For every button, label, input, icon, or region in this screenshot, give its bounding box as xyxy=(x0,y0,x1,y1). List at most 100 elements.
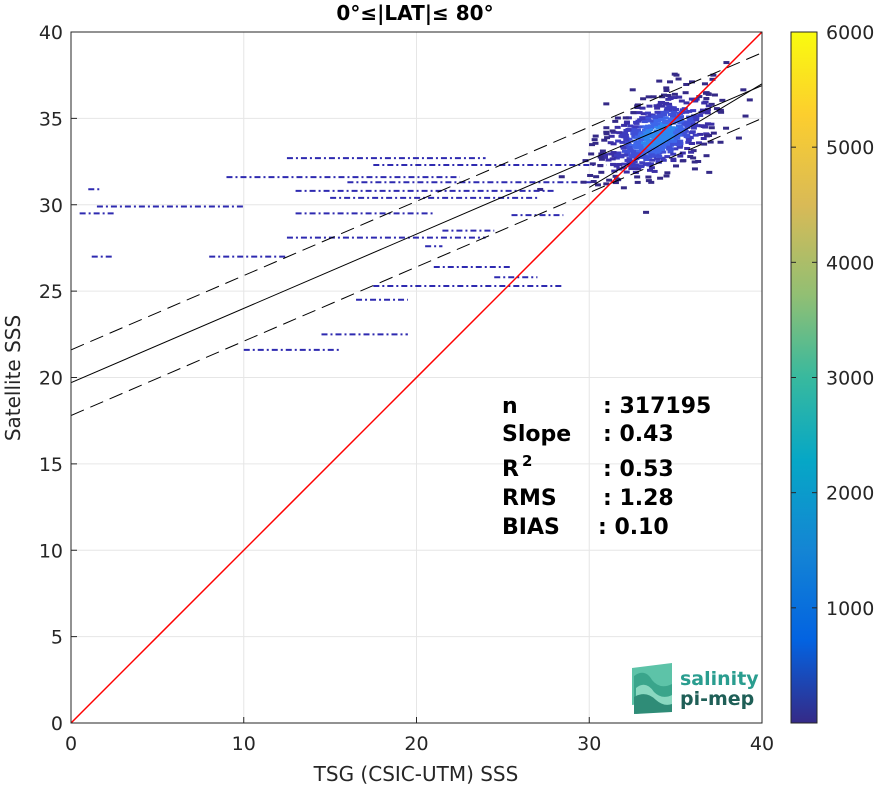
density-bin xyxy=(663,89,670,93)
y-tick-label: 30 xyxy=(39,195,63,217)
density-bin xyxy=(611,169,618,173)
density-bin xyxy=(656,112,663,116)
density-bin xyxy=(711,93,718,97)
density-bin xyxy=(678,128,685,132)
density-bin xyxy=(668,133,675,137)
density-bin xyxy=(582,159,589,163)
density-bin xyxy=(630,111,637,115)
density-bin xyxy=(676,133,683,137)
density-bin xyxy=(647,126,654,130)
density-bin xyxy=(608,152,615,156)
density-bin xyxy=(601,138,608,142)
density-bin xyxy=(625,140,632,144)
density-bin xyxy=(706,170,713,174)
stat-rms-label: RMS xyxy=(502,486,557,511)
density-bin xyxy=(671,96,678,100)
density-bin xyxy=(666,145,673,149)
density-bin xyxy=(691,160,698,164)
density-bin xyxy=(646,168,653,172)
density-bin xyxy=(630,149,637,153)
density-bin xyxy=(660,150,667,154)
salinity-pimep-logo: salinity pi-mep xyxy=(632,663,759,714)
density-bin xyxy=(626,149,633,153)
density-bin xyxy=(641,120,648,124)
density-bin xyxy=(660,124,667,128)
y-axis-ticks: 0 5 10 15 20 25 30 35 40 xyxy=(39,22,77,735)
density-bin xyxy=(627,124,634,128)
density-bin xyxy=(640,141,647,145)
density-bin xyxy=(537,187,544,191)
density-bin xyxy=(661,140,668,144)
density-bin xyxy=(666,104,673,108)
density-bin xyxy=(642,125,649,129)
density-bin xyxy=(663,110,670,114)
y-axis-label: Satellite SSS xyxy=(1,315,25,441)
density-bin xyxy=(663,101,670,105)
density-bin xyxy=(638,138,645,142)
density-bin xyxy=(671,92,678,96)
density-bin xyxy=(604,136,611,140)
density-bin xyxy=(663,86,670,90)
density-bin xyxy=(677,116,684,120)
density-bin xyxy=(662,116,669,120)
density-bin xyxy=(701,101,708,105)
density-bin xyxy=(650,143,657,147)
density-bin xyxy=(659,95,666,99)
density-bin xyxy=(713,107,720,111)
stat-r2-superscript: 2 xyxy=(522,452,532,470)
stat-slope-label: Slope xyxy=(502,422,571,447)
density-bin xyxy=(634,180,641,184)
density-bin xyxy=(678,115,685,119)
density-bin xyxy=(633,121,640,125)
density-bin xyxy=(673,107,680,111)
density-bin xyxy=(746,98,753,102)
x-tick-label: 40 xyxy=(750,733,774,755)
density-bin xyxy=(655,160,662,164)
density-bin xyxy=(660,158,667,162)
density-bin xyxy=(717,140,724,144)
density-bin xyxy=(644,111,651,115)
density-bin xyxy=(640,154,647,158)
density-bin xyxy=(695,159,702,163)
density-bin xyxy=(594,183,601,187)
density-bin xyxy=(660,127,667,131)
density-bin xyxy=(589,162,596,166)
density-bin xyxy=(636,154,643,158)
colorbar-ticks: 1000 2000 3000 4000 5000 6000 xyxy=(791,22,874,620)
density-bin xyxy=(593,175,600,179)
density-bin xyxy=(659,156,666,160)
density-bin xyxy=(619,133,626,137)
density-bin xyxy=(631,134,638,138)
density-bin xyxy=(655,147,662,151)
density-bin xyxy=(680,132,687,136)
y-tick-label: 25 xyxy=(39,281,63,303)
density-bin xyxy=(658,135,665,139)
density-bin xyxy=(647,119,654,123)
density-bin xyxy=(691,167,698,171)
density-bin xyxy=(650,95,657,99)
density-bin xyxy=(610,162,617,166)
stat-n-value: : 317195 xyxy=(603,394,711,419)
x-axis-label: TSG (CSIC-UTM) SSS xyxy=(313,762,519,786)
density-bin xyxy=(646,132,653,136)
colorbar-tick-label: 4000 xyxy=(826,252,874,274)
density-bin xyxy=(683,135,690,139)
density-bin xyxy=(705,122,712,126)
density-bin xyxy=(647,162,654,166)
density-bin xyxy=(605,158,612,162)
density-bin xyxy=(650,154,657,158)
density-bin xyxy=(685,138,692,142)
density-bin xyxy=(602,155,609,159)
density-bin xyxy=(647,146,654,150)
density-bin xyxy=(709,77,716,81)
density-bin xyxy=(639,116,646,120)
x-tick-label: 0 xyxy=(65,733,77,755)
density-bin xyxy=(661,113,668,117)
stat-bias-value: : 0.10 xyxy=(598,515,669,540)
density-bin xyxy=(661,132,668,136)
waves-icon xyxy=(632,663,672,714)
density-bin xyxy=(672,147,679,151)
density-bin xyxy=(693,97,700,101)
colorbar-tick-label: 6000 xyxy=(826,22,874,44)
density-bin xyxy=(685,140,692,144)
